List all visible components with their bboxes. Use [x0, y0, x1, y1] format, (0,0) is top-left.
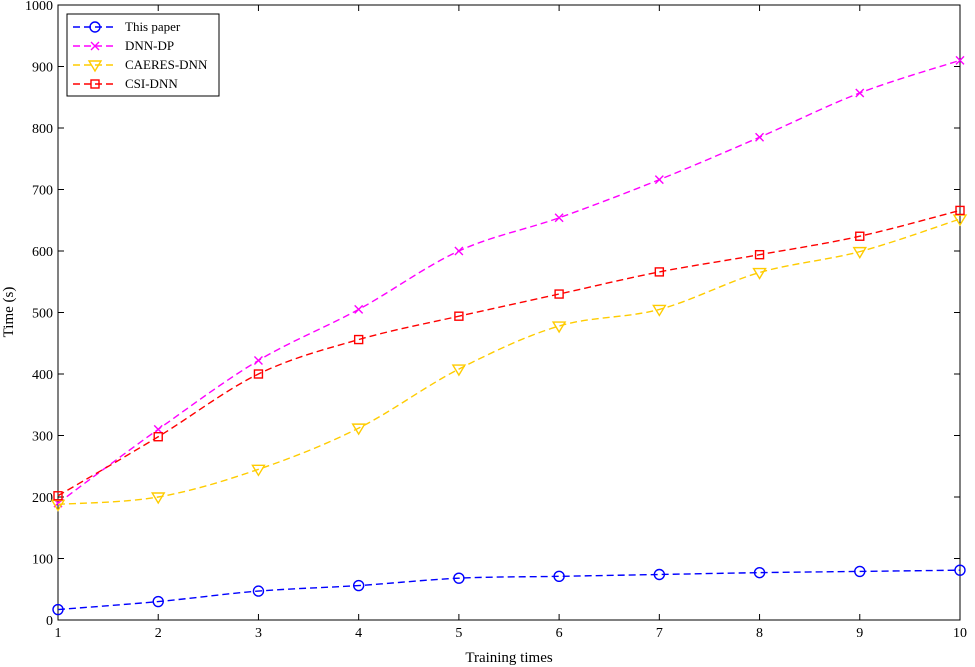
data-point-caeres-dnn: [351, 423, 366, 436]
data-point-this-paper: [553, 570, 565, 583]
x-tick-label: 1: [55, 626, 62, 641]
data-point-csi-dnn: [855, 231, 865, 241]
data-point-this-paper: [252, 585, 265, 597]
data-point-csi-dnn: [153, 432, 163, 442]
legend-label: DNN-DP: [125, 38, 174, 53]
data-point-this-paper: [453, 572, 465, 584]
y-tick-label: 500: [32, 307, 53, 322]
data-point-dnn-dp: [354, 304, 364, 314]
data-point-dnn-dp: [755, 132, 765, 142]
data-point-csi-dnn: [454, 311, 464, 321]
data-point-csi-dnn: [53, 491, 63, 501]
data-point-csi-dnn: [754, 249, 765, 260]
legend: This paper DNN-DP CAERES-DNN CSI-DNN: [66, 13, 220, 97]
data-point-caeres-dnn: [752, 267, 767, 280]
data-point-this-paper: [352, 579, 365, 592]
x-tick-label: 9: [856, 626, 863, 641]
data-point-csi-dnn: [654, 267, 665, 277]
x-tick-label: 8: [756, 626, 763, 641]
plot-area: [57, 4, 961, 621]
y-tick-label: 700: [32, 184, 53, 199]
data-point-this-paper: [653, 568, 666, 581]
x-axis-label: Training times: [465, 650, 553, 666]
data-point-dnn-dp: [253, 355, 263, 365]
data-point-caeres-dnn: [451, 364, 467, 377]
data-point-this-paper: [753, 566, 766, 579]
data-point-dnn-dp: [454, 246, 464, 256]
legend-box: [66, 13, 220, 97]
data-point-caeres-dnn: [852, 246, 868, 259]
legend-item-caeres-dnn: CAERES-DNN: [73, 57, 208, 73]
legend-label: This paper: [125, 19, 181, 34]
data-point-dnn-dp: [153, 424, 163, 434]
axis-ticks: 1 2 3 4 5 6 7 8 9 1001002003004005006007008009001…: [25, 0, 967, 641]
legend-label: CSI-DNN: [125, 76, 178, 91]
data-point-dnn-dp: [554, 213, 564, 223]
data-point-dnn-dp: [955, 55, 965, 65]
legend-item-this-paper: This paper: [73, 19, 181, 34]
data-point-csi-dnn: [554, 289, 564, 299]
data-point-caeres-dnn: [150, 492, 166, 505]
series-group: [50, 55, 968, 616]
y-tick-label: 800: [32, 122, 53, 137]
data-point-csi-dnn: [253, 369, 264, 379]
legend-item-csi-dnn: CSI-DNN: [73, 76, 178, 91]
data-point-csi-dnn: [353, 334, 364, 345]
data-point-this-paper: [954, 564, 966, 576]
x-tick-label: 2: [155, 626, 162, 641]
data-point-this-paper: [52, 603, 64, 616]
y-tick-label: 400: [32, 368, 53, 383]
y-tick-label: 100: [32, 553, 53, 568]
y-tick-label: 200: [32, 491, 53, 506]
x-tick-label: 4: [355, 626, 362, 641]
data-point-dnn-dp: [855, 88, 865, 98]
legend-item-dnn-dp: DNN-DP: [73, 38, 174, 53]
x-tick-label: 3: [255, 626, 262, 641]
data-point-this-paper: [152, 595, 164, 608]
series-line-this-paper: [57, 569, 961, 611]
legend-swatch-marker: [87, 60, 103, 73]
series-line-caeres-dnn: [57, 218, 961, 506]
series-dnn-dp: [53, 55, 965, 508]
x-tick-label: 10: [953, 626, 967, 641]
y-tick-label: 600: [32, 245, 53, 260]
data-point-csi-dnn: [955, 205, 965, 216]
data-point-dnn-dp: [654, 175, 664, 185]
series-line-csi-dnn: [57, 209, 961, 497]
data-point-caeres-dnn: [551, 321, 567, 334]
y-tick-label: 300: [32, 430, 53, 445]
legend-swatch-marker: [89, 21, 101, 33]
y-tick-label: 1000: [25, 0, 53, 14]
series-line-dnn-dp: [57, 59, 961, 504]
y-tick-label: 0: [46, 614, 53, 629]
series-this-paper: [52, 564, 966, 616]
y-tick-label: 900: [32, 61, 53, 76]
x-tick-label: 7: [656, 626, 663, 641]
y-axis-label: Time (s): [1, 287, 17, 338]
series-csi-dnn: [53, 205, 965, 501]
data-point-caeres-dnn: [652, 304, 667, 317]
legend-swatch-marker: [90, 79, 100, 89]
x-tick-label: 6: [556, 626, 563, 641]
x-tick-label: 5: [455, 626, 462, 641]
legend-swatch-marker: [90, 41, 100, 51]
data-point-this-paper: [854, 565, 866, 578]
data-point-caeres-dnn: [251, 464, 266, 477]
legend-label: CAERES-DNN: [125, 57, 208, 72]
